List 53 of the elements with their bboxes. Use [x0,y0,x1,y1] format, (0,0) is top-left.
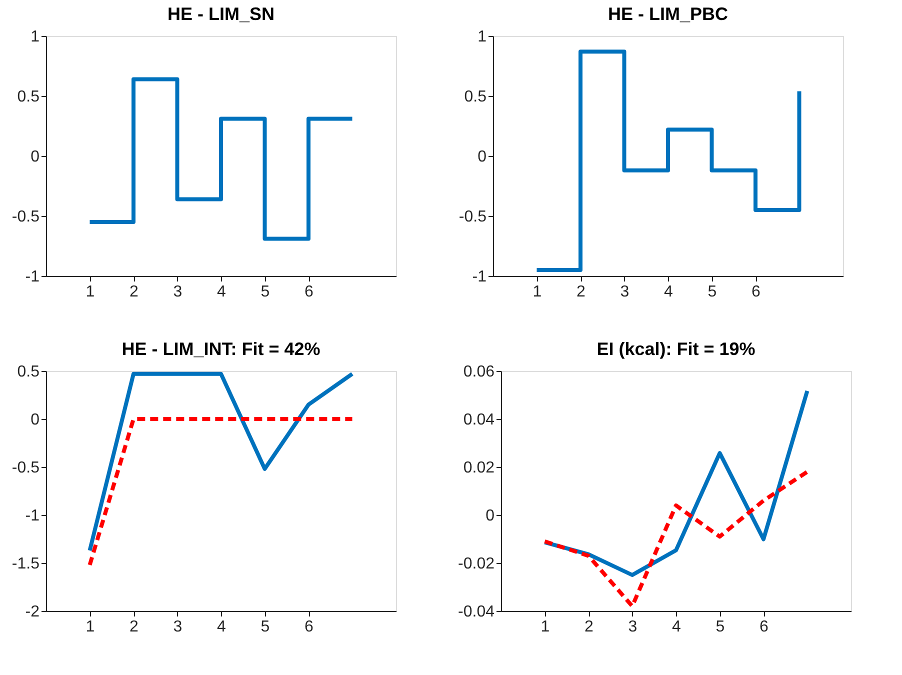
x-tick-label: 3 [628,618,638,636]
x-tick-label: 1 [532,284,542,300]
x-tick-label: 5 [260,618,270,636]
y-tick-label: 0 [30,148,40,166]
x-tick-label: 2 [130,618,139,636]
y-tick-label: -0.5 [12,208,40,226]
x-tick-label: 3 [173,618,182,636]
x-tick-label: 4 [217,284,226,300]
x-tick-label: 5 [716,618,725,636]
x-tick-label: 2 [576,284,586,300]
y-tick-label: -1 [25,508,40,524]
y-tick-label: 0 [486,508,495,524]
y-tick-label: 0.02 [463,460,495,476]
y-tick-label: 0.5 [17,88,40,106]
y-tick-label: -0.5 [12,460,40,476]
chart-title: HE - LIM_SN [167,4,275,24]
y-tick-label: -0.5 [458,208,487,226]
x-tick-label: 6 [752,284,761,300]
x-tick-label: 6 [304,284,314,300]
y-tick-label: 0 [478,148,487,166]
y-tick-label: -0.04 [458,604,495,620]
y-tick-label: 1 [478,28,487,46]
y-tick-label: 0.5 [17,364,40,380]
y-tick-label: 0.5 [464,88,487,106]
y-tick-label: 0 [30,412,40,428]
chart-title: HE - LIM_INT: Fit = 42% [122,339,320,359]
y-tick-label: 1 [30,28,40,46]
y-tick-label: -2 [25,604,40,620]
line-series [542,470,810,608]
y-tick-label: 0.04 [463,412,495,428]
x-tick-label: 4 [217,618,226,636]
y-tick-label: -1.5 [12,556,40,572]
x-tick-label: 3 [620,284,630,300]
x-tick-label: 1 [86,618,95,636]
x-tick-label: 1 [86,284,95,300]
y-tick-label: -0.02 [458,556,495,572]
y-tick-label: -1 [25,268,40,286]
x-tick-label: 5 [260,284,270,300]
x-tick-label: 4 [664,284,674,300]
y-tick-label: 0.06 [463,364,495,380]
x-tick-label: 5 [708,284,717,300]
x-tick-label: 2 [584,618,594,636]
x-tick-label: 6 [304,618,314,636]
x-tick-label: 3 [173,284,182,300]
chart-title: HE - LIM_PBC [608,4,728,24]
chart-title: EI (kcal): Fit = 19% [596,339,756,359]
x-tick-label: 1 [540,618,550,636]
line-series [542,388,810,577]
y-tick-label: -1 [472,268,487,286]
x-tick-label: 2 [130,284,139,300]
line-series [88,372,354,553]
x-tick-label: 4 [672,618,682,636]
x-tick-label: 6 [760,618,769,636]
